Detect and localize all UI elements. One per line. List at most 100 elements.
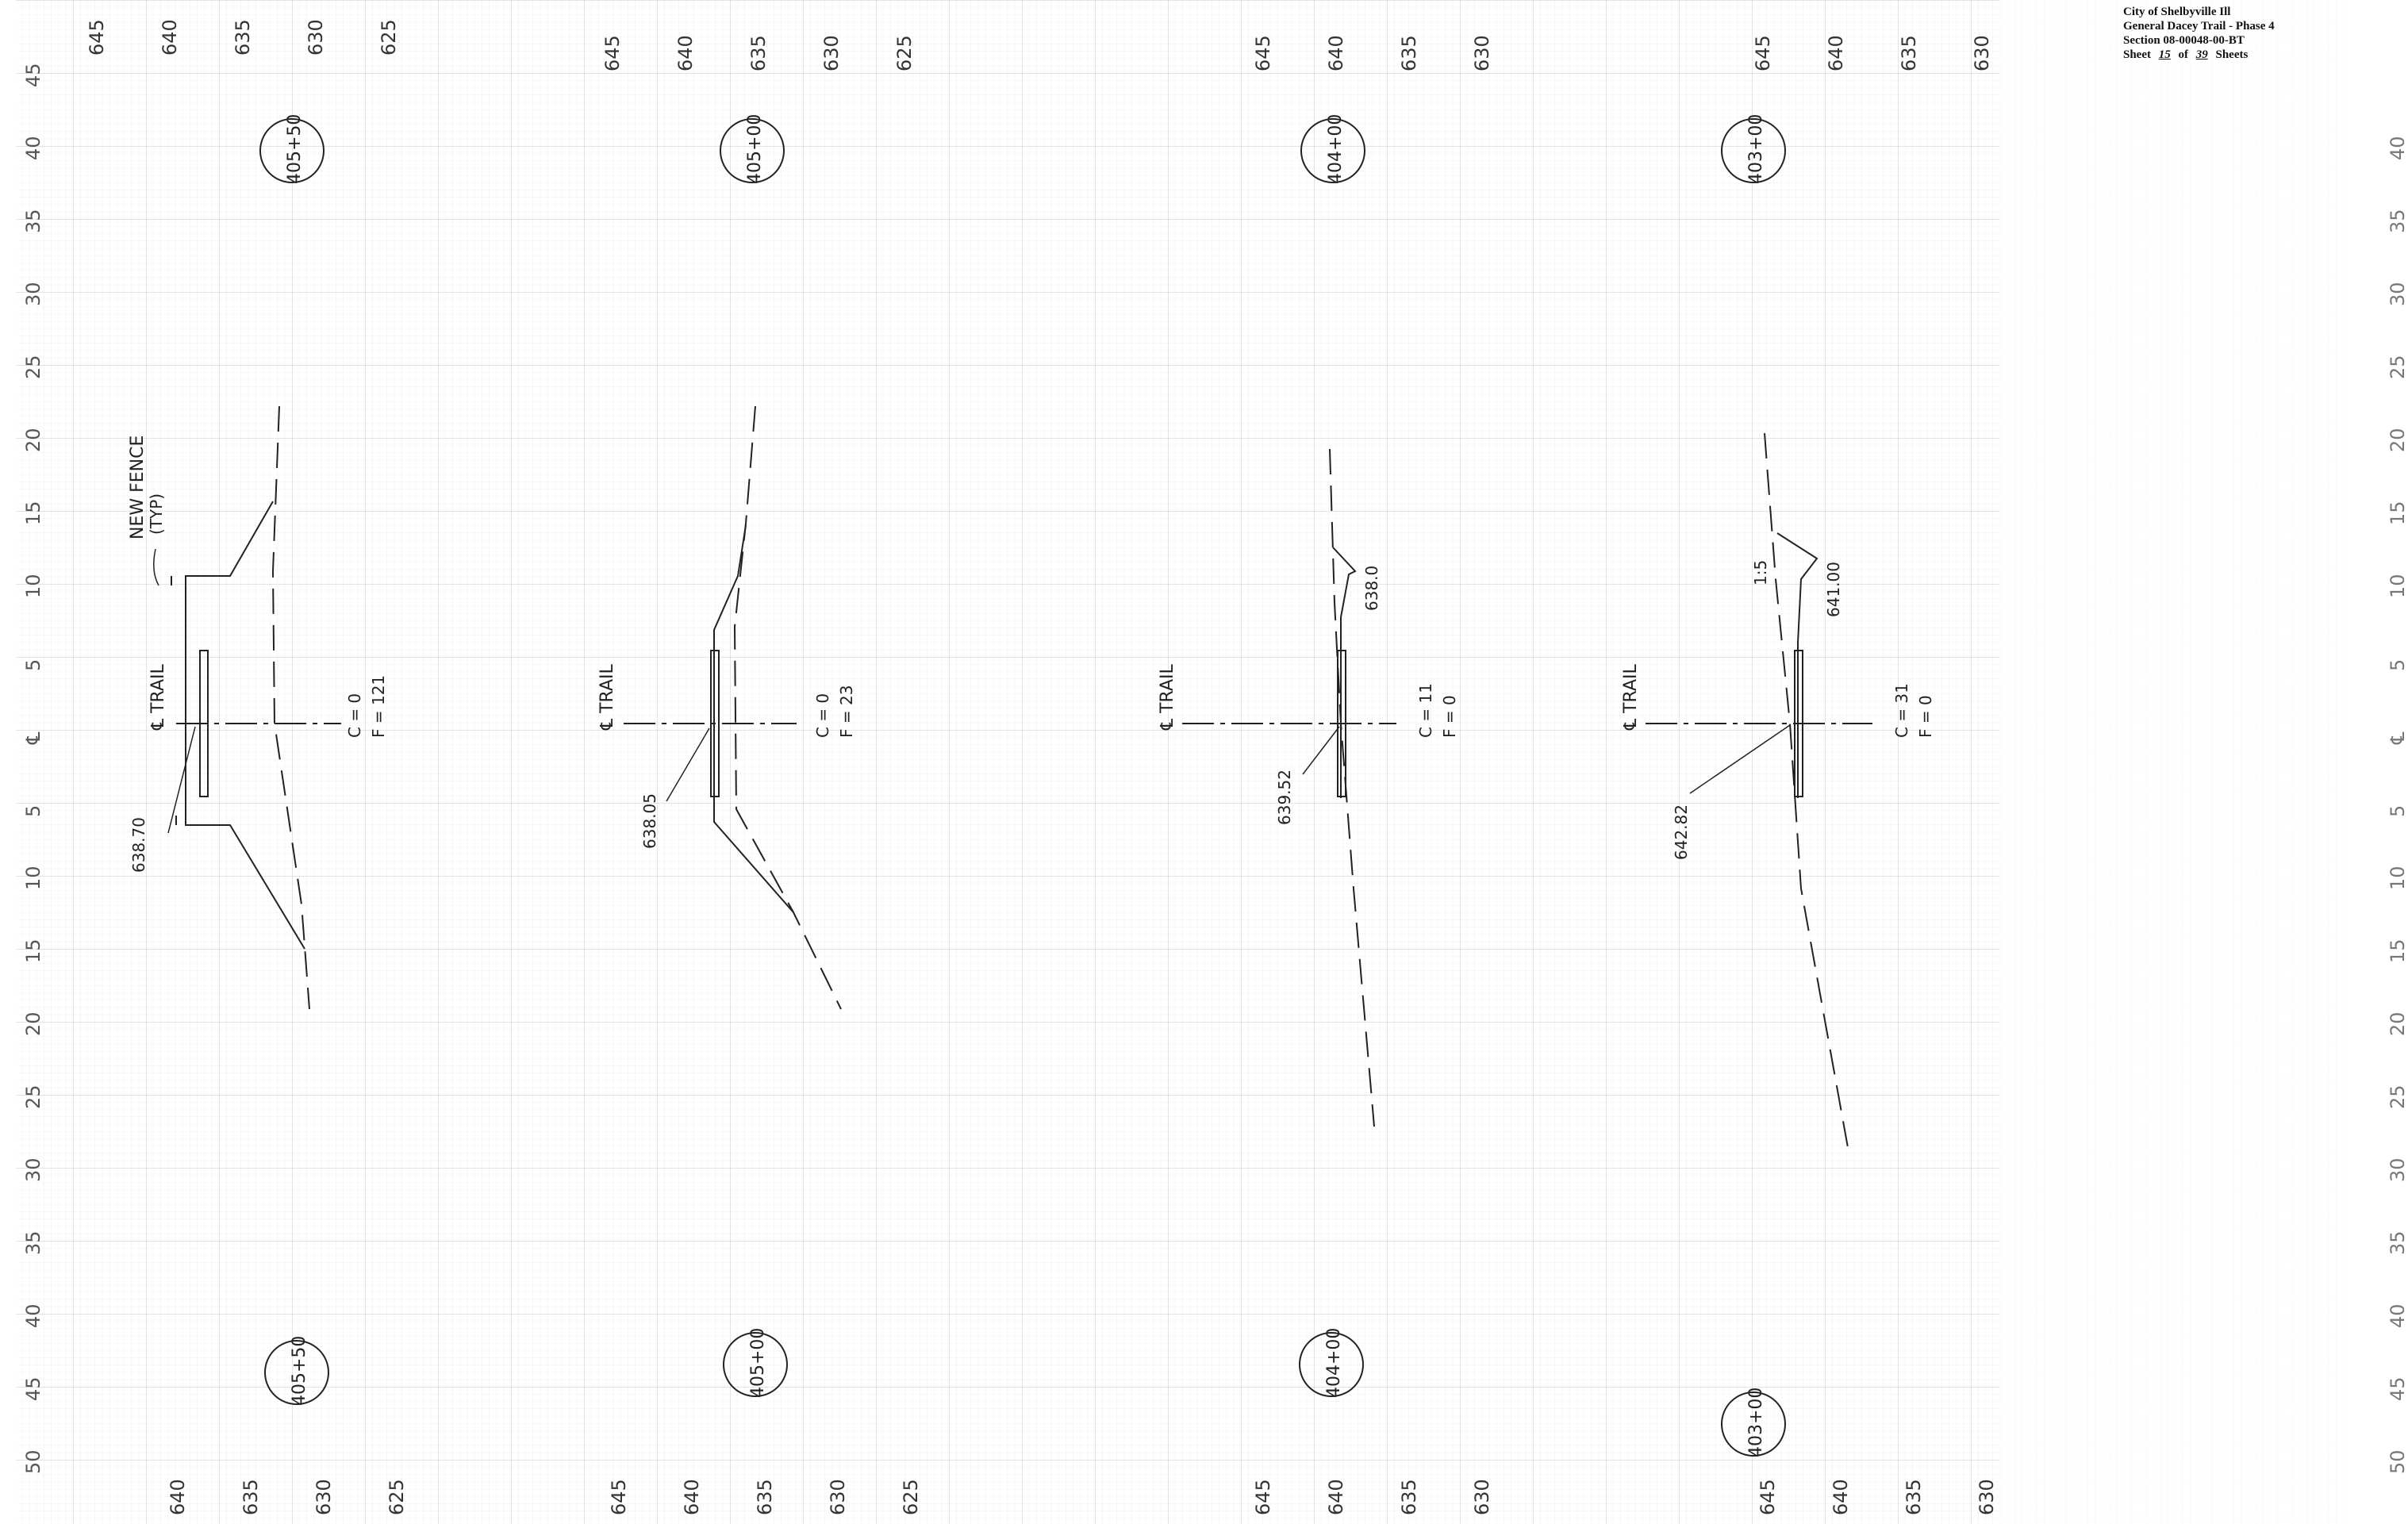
station-circle-bottom-2 [723, 1332, 788, 1397]
elev-label: 630 [827, 1479, 849, 1515]
offset-tick-label-right: 25 [2387, 1084, 2408, 1109]
offset-tick-label: 25 [22, 355, 44, 379]
offset-tick-label-right: 35 [2387, 1230, 2408, 1255]
offset-tick-label-right: 30 [2387, 1157, 2408, 1182]
elev-label: 630 [1976, 1479, 1998, 1515]
elev-label: 635 [754, 1479, 776, 1515]
fill-label-4: F = 0 [1916, 695, 1935, 738]
title-section: Section 08-00048-00-BT [2123, 34, 2245, 47]
offset-tick-label: 5 [22, 659, 44, 671]
offset-tick-label-right: 30 [2387, 282, 2408, 306]
offset-tick-label: 35 [22, 209, 44, 233]
elev-label: 640 [159, 19, 181, 56]
cross-section-4: 645 640 635 630 645 640 635 630 403+00 4… [1621, 35, 1998, 1515]
offset-tick-label: 5 [22, 805, 44, 817]
sheet-suffix: Sheets [2215, 48, 2249, 61]
proposed-section-1 [185, 501, 305, 950]
elevation-label-4: 642.82 [1672, 804, 1691, 860]
leader-3 [1302, 726, 1340, 775]
cut-label-2: C = 0 [813, 693, 832, 738]
elev-label: 625 [386, 1479, 408, 1515]
offset-tick-label-right: 40 [2387, 1303, 2408, 1328]
cut-label-3: C = 11 [1416, 683, 1435, 738]
station-label-bottom-1: 405+50 [290, 1336, 309, 1406]
elev-label: 640 [1825, 35, 1847, 71]
elev-label: 645 [601, 35, 624, 71]
elev-label: 640 [1325, 1479, 1347, 1515]
elev-label: 625 [900, 1479, 922, 1515]
offset-tick-label-right: 25 [2387, 355, 2408, 379]
station-label-bottom-3: 404+00 [1324, 1328, 1344, 1398]
elev-label: 635 [1398, 35, 1420, 71]
elev-label: 625 [893, 35, 916, 71]
existing-ground-2 [733, 405, 842, 1010]
title-sheet: Sheet 15 of 39 Sheets [2123, 48, 2393, 62]
proposed-section-2 [713, 524, 794, 913]
note-label-4: 641.00 [1824, 562, 1843, 617]
offset-tick-label-right: 20 [2387, 428, 2408, 452]
fence-note-1: NEW FENCE [128, 436, 148, 539]
title-block: City of Shelbyville Ill General Dacey Tr… [2123, 5, 2393, 62]
proposed-section-4 [1776, 532, 1818, 798]
offset-axis-right: 40 35 30 25 20 15 10 5 ℄ 5 10 15 20 25 30 35 40 45 50 [2387, 136, 2408, 1474]
elev-label: 630 [820, 35, 843, 71]
elev-label: 640 [674, 35, 697, 71]
elev-label: 635 [232, 19, 254, 56]
offset-tick-label: 20 [22, 428, 44, 452]
station-circle-bottom-3 [1299, 1332, 1364, 1397]
offset-tick-label: 50 [22, 1449, 44, 1474]
elevation-labels-bottom-2: 645 640 635 630 625 [608, 1479, 922, 1515]
elevation-labels-top-2: 645 640 635 630 625 [601, 35, 916, 71]
station-circle-top-1 [259, 118, 325, 183]
elevation-labels-bottom-3: 645 640 635 630 [1252, 1479, 1493, 1515]
fill-label-3: F = 0 [1440, 695, 1459, 738]
station-label-bottom-4: 403+00 [1746, 1388, 1766, 1457]
elev-label: 645 [86, 19, 108, 56]
offset-tick-label: 30 [22, 282, 44, 306]
cross-section-1: 645 640 635 630 625 640 635 630 625 405+… [86, 19, 408, 1515]
trail-surface-3 [1337, 650, 1346, 797]
elevation-labels-bottom-4: 645 640 635 630 [1757, 1479, 1998, 1515]
title-project: General Dacey Trail - Phase 4 [2123, 20, 2275, 33]
elev-label: 640 [1325, 35, 1347, 71]
leader-1 [167, 726, 196, 834]
offset-tick-label: 25 [22, 1084, 44, 1109]
fill-label-2: F = 23 [837, 685, 856, 738]
station-label-top-2: 405+00 [745, 114, 765, 184]
offset-tick-label: 15 [22, 501, 44, 525]
elev-label: 630 [1471, 35, 1493, 71]
elevation-labels-top-4: 645 640 635 630 [1752, 35, 1993, 71]
cross-section-2: 645 640 635 630 625 645 640 635 630 625 … [597, 35, 922, 1515]
offset-tick-label: 20 [22, 1012, 44, 1036]
proposed-section-3 [1332, 547, 1357, 798]
offset-tick-label-right: 35 [2387, 209, 2408, 233]
elevation-labels-top-3: 645 640 635 630 [1252, 35, 1493, 71]
note-label-3: 638.0 [1362, 566, 1381, 611]
elevation-labels-top-1: 645 640 635 630 625 [86, 19, 400, 56]
elev-label: 635 [1898, 35, 1920, 71]
leader-4 [1689, 724, 1791, 794]
elev-label: 635 [1903, 1479, 1925, 1515]
elevation-label-1: 638.70 [129, 817, 148, 873]
trail-label-1: ℄ TRAIL [148, 664, 168, 731]
elev-label: 635 [240, 1479, 262, 1515]
elevation-label-2: 638.05 [640, 793, 659, 849]
elev-label: 645 [1252, 35, 1274, 71]
trail-surface-2 [710, 650, 720, 797]
existing-ground-4 [1764, 432, 1849, 1153]
offset-tick-label-right: 15 [2387, 501, 2408, 525]
fill-label-1: F = 121 [369, 675, 388, 738]
elev-label: 640 [1830, 1479, 1852, 1515]
trail-label-3: ℄ TRAIL [1158, 664, 1177, 731]
offset-axis-left: 45 40 35 30 25 20 15 10 5 ℄ 5 10 15 20 25 30 35 40 45 50 [22, 63, 44, 1474]
elev-label: 640 [167, 1479, 189, 1515]
elev-label: 645 [608, 1479, 630, 1515]
station-circle-top-2 [720, 118, 785, 183]
title-city: City of Shelbyville Ill [2123, 6, 2231, 18]
existing-ground-1 [271, 405, 310, 1010]
offset-tick-label-right: 10 [2387, 866, 2408, 890]
elev-label: 635 [1398, 1479, 1420, 1515]
sheet-of: of [2178, 48, 2189, 61]
sheet-total: 39 [2195, 48, 2208, 61]
offset-tick-label-right: 15 [2387, 939, 2408, 963]
